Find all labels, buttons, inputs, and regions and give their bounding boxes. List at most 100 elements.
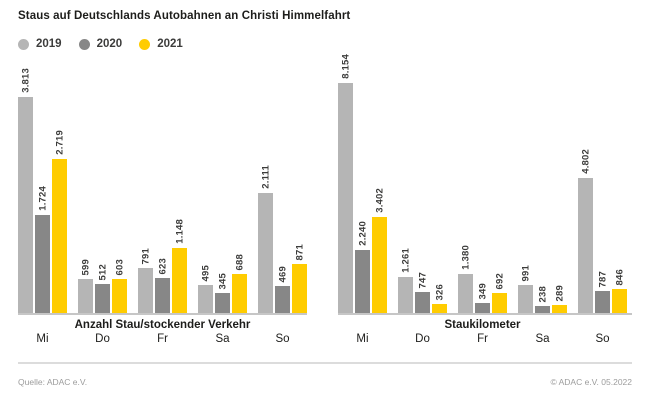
x-axis-label-do: Do bbox=[95, 333, 110, 345]
bar-group-mi: 3.813 1.724 2.719 bbox=[18, 68, 67, 313]
chart-staukilometer: 8.154 2.240 3.402 1.261 747 326 1.380 349 692 991… bbox=[338, 54, 632, 345]
bar-2021-fr: 1.148 bbox=[172, 219, 187, 313]
bar-2021-sa: 289 bbox=[552, 285, 567, 313]
bar-value-label: 1.261 bbox=[400, 248, 411, 273]
bar-value-label: 495 bbox=[200, 264, 211, 281]
bar-2019-fr: 791 bbox=[138, 248, 153, 313]
bar-value-label: 747 bbox=[417, 271, 428, 288]
bar-2019-do: 1.261 bbox=[398, 248, 413, 313]
legend-dot-2019 bbox=[18, 38, 29, 50]
bar-group-fr: 1.380 349 692 bbox=[458, 245, 507, 313]
bar-value-label: 688 bbox=[234, 253, 245, 270]
x-axis-label-mi: Mi bbox=[356, 333, 369, 345]
bar-group-sa: 991 238 289 bbox=[518, 265, 567, 313]
bar-group-do: 1.261 747 326 bbox=[398, 248, 447, 313]
bar-2020-sa: 238 bbox=[535, 286, 550, 313]
bar-2019-do: 599 bbox=[78, 259, 93, 313]
page-title: Staus auf Deutschlands Autobahnen an Chr… bbox=[18, 10, 351, 22]
bar-2020-mi: 2.240 bbox=[355, 221, 370, 313]
bar-2020-so: 469 bbox=[275, 266, 290, 313]
bar-value-label: 326 bbox=[434, 283, 445, 300]
bar-group-do: 599 512 603 bbox=[78, 259, 127, 313]
bar-2021-so: 871 bbox=[292, 244, 307, 313]
bar-value-label: 289 bbox=[554, 284, 565, 301]
bar-group-sa: 495 345 688 bbox=[198, 254, 247, 313]
bar-2021-fr: 692 bbox=[492, 273, 507, 313]
x-axis-labels-anzahl: Mi Do Fr Sa So bbox=[18, 333, 307, 345]
legend-label-2021: 2021 bbox=[157, 38, 183, 50]
bar-group-fr: 791 623 1.148 bbox=[138, 219, 187, 313]
source-note: Quelle: ADAC e.V. bbox=[18, 377, 88, 387]
plot-area-anzahl: 3.813 1.724 2.719 599 512 603 791 623 1.148 495 34… bbox=[18, 55, 307, 313]
x-axis-label-sa: Sa bbox=[215, 333, 230, 345]
chart-caption-staukilometer: Staukilometer bbox=[444, 319, 521, 331]
bar-value-label: 2.240 bbox=[357, 221, 368, 246]
bar-2020-do: 512 bbox=[95, 264, 110, 313]
bar-2019-sa: 991 bbox=[518, 265, 533, 313]
bar-group-mi: 8.154 2.240 3.402 bbox=[338, 54, 387, 313]
bar-value-label: 692 bbox=[494, 272, 505, 289]
bar-2020-mi: 1.724 bbox=[35, 186, 50, 313]
legend-dot-2020 bbox=[78, 38, 90, 50]
x-axis-line-anzahl bbox=[18, 313, 307, 315]
bar-value-label: 469 bbox=[277, 265, 288, 282]
bar-value-label: 238 bbox=[537, 285, 548, 302]
footer-divider bbox=[18, 362, 632, 364]
bar-value-label: 4.802 bbox=[580, 149, 591, 174]
bar-value-label: 991 bbox=[520, 264, 531, 281]
bar-value-label: 3.813 bbox=[20, 68, 31, 93]
bar-value-label: 8.154 bbox=[340, 54, 351, 79]
x-axis-label-do: Do bbox=[415, 333, 430, 345]
bar-2019-so: 2.111 bbox=[258, 165, 273, 313]
bar-value-label: 1.380 bbox=[460, 245, 471, 270]
x-axis-label-fr: Fr bbox=[157, 333, 168, 345]
bar-2021-do: 326 bbox=[432, 284, 447, 313]
bar-2021-mi: 3.402 bbox=[372, 188, 387, 313]
bar-value-label: 349 bbox=[477, 282, 488, 299]
bar-value-label: 871 bbox=[294, 243, 305, 260]
charts-row: 3.813 1.724 2.719 599 512 603 791 623 1.148 495 34… bbox=[18, 54, 632, 345]
bar-value-label: 791 bbox=[140, 247, 151, 264]
legend-dot-2021 bbox=[139, 38, 151, 50]
x-axis-label-so: So bbox=[275, 333, 290, 345]
x-axis-line-staukilometer bbox=[338, 313, 632, 315]
bar-value-label: 1.724 bbox=[37, 186, 48, 211]
bar-value-label: 603 bbox=[114, 258, 125, 275]
plot-area-staukilometer: 8.154 2.240 3.402 1.261 747 326 1.380 349 692 991… bbox=[338, 54, 627, 313]
x-axis-label-mi: Mi bbox=[36, 333, 49, 345]
bar-2021-mi: 2.719 bbox=[52, 130, 67, 313]
bar-2019-so: 4.802 bbox=[578, 149, 593, 313]
bar-2020-sa: 345 bbox=[215, 273, 230, 313]
bar-group-so: 4.802 787 846 bbox=[578, 149, 627, 313]
bar-value-label: 787 bbox=[597, 270, 608, 287]
chart-anzahl-stau: 3.813 1.724 2.719 599 512 603 791 623 1.148 495 34… bbox=[18, 55, 307, 345]
bar-value-label: 2.111 bbox=[260, 165, 271, 189]
bar-value-label: 1.148 bbox=[174, 219, 185, 244]
legend-item-2020: 2020 bbox=[78, 38, 123, 50]
bar-2021-so: 846 bbox=[612, 269, 627, 313]
bar-2019-sa: 495 bbox=[198, 265, 213, 313]
bar-value-label: 2.719 bbox=[54, 130, 65, 155]
bar-2019-mi: 3.813 bbox=[18, 68, 33, 313]
x-axis-label-sa: Sa bbox=[535, 333, 550, 345]
x-axis-label-fr: Fr bbox=[477, 333, 488, 345]
legend-label-2020: 2020 bbox=[96, 38, 123, 50]
bar-value-label: 599 bbox=[80, 258, 91, 275]
x-axis-labels-staukilometer: Mi Do Fr Sa So bbox=[338, 333, 627, 345]
bar-group-so: 2.111 469 871 bbox=[258, 165, 307, 313]
legend-label-2019: 2019 bbox=[36, 38, 62, 50]
bar-2019-mi: 8.154 bbox=[338, 54, 353, 313]
chart-caption-anzahl: Anzahl Stau/stockender Verkehr bbox=[74, 319, 251, 331]
bar-value-label: 512 bbox=[97, 263, 108, 280]
legend-item-2021: 2021 bbox=[139, 38, 183, 50]
legend-item-2019: 2019 bbox=[18, 38, 62, 50]
bar-2020-so: 787 bbox=[595, 271, 610, 313]
bar-value-label: 846 bbox=[614, 268, 625, 285]
legend: 2019 2020 2021 bbox=[18, 38, 183, 50]
bar-2021-do: 603 bbox=[112, 259, 127, 313]
bar-2020-do: 747 bbox=[415, 272, 430, 313]
bar-value-label: 345 bbox=[217, 272, 228, 289]
bar-2020-fr: 349 bbox=[475, 283, 490, 313]
bar-2019-fr: 1.380 bbox=[458, 245, 473, 313]
